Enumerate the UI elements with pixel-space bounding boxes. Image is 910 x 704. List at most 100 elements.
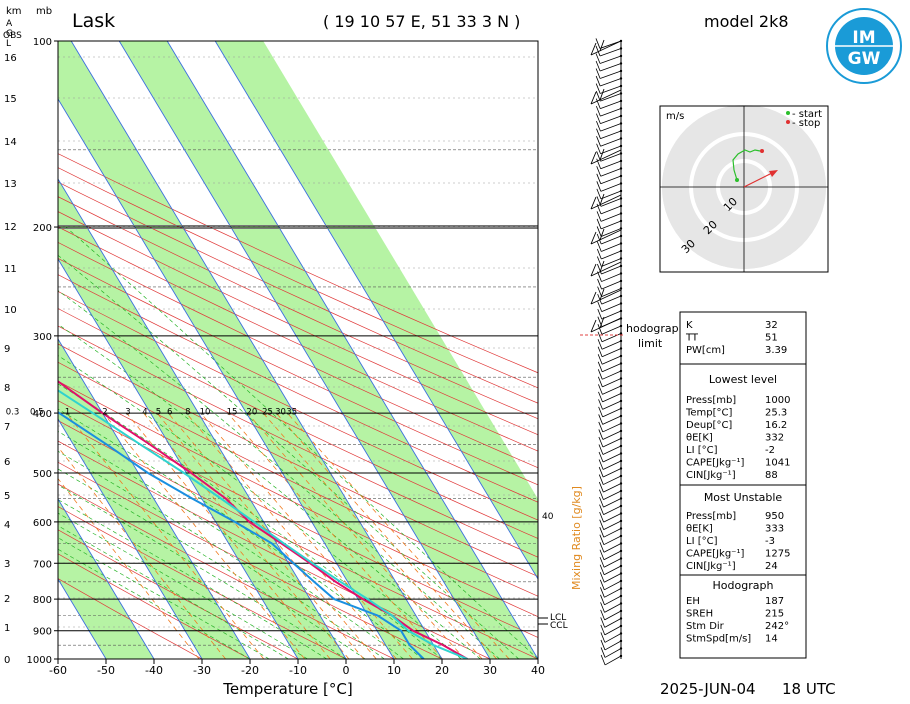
- mixing-ratio-label: Mixing Ratio [g/kg]: [570, 486, 583, 590]
- lcl-label: LCL: [550, 613, 566, 623]
- wind-barb-shaft: [600, 100, 622, 109]
- dry-adiabat: [58, 226, 538, 452]
- wind-barb-dot: [619, 339, 623, 343]
- wind-barb-dot: [619, 122, 623, 125]
- wind-barb-flag: [596, 256, 602, 267]
- wind-barb-dot: [619, 182, 623, 185]
- wind-barb-flag: [596, 211, 602, 222]
- mixing-ratio-label: 4: [142, 407, 147, 417]
- wind-barb-dot: [619, 459, 623, 463]
- dry-adiabat: [58, 153, 538, 374]
- wind-barb-flag: [598, 399, 603, 410]
- wind-barb-flag: [599, 519, 605, 530]
- wind-barb: [596, 248, 623, 260]
- wind-barb: [597, 293, 623, 305]
- wind-barb-dot: [619, 174, 623, 178]
- wind-barb: [596, 173, 623, 185]
- wind-barb-dot: [619, 204, 623, 208]
- wind-barb-flag: [596, 248, 602, 260]
- wind-barb-flag: [598, 429, 604, 440]
- km-tick-label: 5: [4, 491, 10, 502]
- wind-barb-flag: [598, 421, 604, 433]
- wind-barb-shaft: [602, 408, 622, 418]
- wind-barb-shaft: [600, 160, 622, 170]
- logo-text-top: IM: [852, 28, 875, 48]
- dry-adiabat: [58, 211, 538, 436]
- wind-barb-dot: [619, 444, 623, 448]
- index-value: 1275: [765, 549, 790, 560]
- wind-barb: [599, 572, 623, 583]
- wind-barb: [597, 309, 623, 320]
- wind-barb-dot: [619, 197, 623, 200]
- wind-barb-shaft: [604, 588, 622, 598]
- wind-barb-flag: [590, 42, 597, 56]
- wind-barb-dot: [619, 549, 623, 553]
- wind-barb-shaft: [603, 475, 622, 485]
- wind-barb-shaft: [603, 483, 622, 493]
- series-parcel: [58, 389, 468, 659]
- dry-adiabat: [58, 167, 538, 389]
- wind-barb-flag: [597, 293, 603, 305]
- km-tick-label: 1: [4, 623, 10, 634]
- agl-g: G: [6, 29, 13, 39]
- wind-barb-dot: [619, 572, 623, 575]
- index-value: 88: [765, 470, 778, 481]
- dry-adiabat: [58, 343, 538, 577]
- wind-barb-flag: [599, 288, 605, 301]
- wind-barb-flag: [595, 98, 601, 109]
- wind-barb-dot: [619, 92, 623, 95]
- wind-barb: [596, 241, 623, 252]
- mixing-ratio-label: 0.5: [30, 407, 44, 417]
- mb-tick-label: 300: [33, 332, 52, 343]
- index-key: CAPE[Jkg⁻¹]: [686, 458, 744, 469]
- wind-barb-dot: [619, 632, 623, 635]
- km-tick-label: 15: [4, 94, 17, 105]
- km-tick-label: 4: [4, 520, 10, 531]
- index-key: θE[K]: [686, 433, 713, 444]
- km-unit-label: km: [6, 6, 22, 17]
- wind-barb: [595, 60, 623, 72]
- imgw-logo: IM GW: [826, 8, 902, 84]
- wind-barb-dot: [619, 114, 623, 118]
- index-value: 1000: [765, 395, 790, 406]
- wind-barb-flag: [596, 113, 601, 124]
- wind-barb-flag: [596, 173, 602, 184]
- axes: -60 -50 -40 -30 -20 -10 0 10 20 30 401002003004005…: [4, 37, 545, 677]
- dry-adiabat: [58, 483, 395, 659]
- mixing-ratio-label: 25: [262, 407, 273, 417]
- wind-barb-flag: [599, 316, 605, 329]
- mb-tick-label: 500: [33, 469, 52, 480]
- x-tick-label: 30: [483, 664, 497, 677]
- wind-barb: [598, 399, 623, 410]
- wind-barb-shaft: [599, 63, 622, 72]
- wind-barb-flag: [596, 218, 602, 230]
- wind-barb-dot: [619, 62, 623, 65]
- wind-barb-upper: [590, 88, 622, 105]
- wind-barb-dot: [619, 99, 623, 103]
- wind-barb-dot: [619, 47, 623, 50]
- wind-barb-dot: [619, 452, 623, 455]
- wind-barb-flag: [599, 260, 605, 273]
- wind-barb-shaft: [601, 250, 622, 260]
- wind-barb: [598, 421, 623, 433]
- wind-barb-flag: [598, 459, 604, 470]
- wind-barb-shaft: [602, 423, 622, 433]
- wind-barb-dot: [619, 512, 623, 515]
- wind-barb: [599, 579, 623, 591]
- wind-barb-flag: [590, 291, 597, 305]
- wind-barb-flag: [600, 654, 606, 666]
- wind-barb-flag: [599, 88, 605, 101]
- wind-barb-dot: [619, 272, 623, 275]
- wind-barb-flag: [598, 481, 604, 493]
- wind-barb-flag: [599, 228, 605, 241]
- wind-barb-shaft: [602, 363, 622, 373]
- dry-adiabat: [58, 274, 538, 503]
- index-key: Temp[°C]: [685, 408, 733, 419]
- wind-barb-dot: [619, 399, 623, 403]
- dry-adiabat: [58, 325, 538, 558]
- km-tick-label: 11: [4, 264, 17, 275]
- wind-barb: [597, 354, 623, 365]
- wind-barb-dot: [619, 347, 623, 350]
- wind-barb: [599, 564, 623, 576]
